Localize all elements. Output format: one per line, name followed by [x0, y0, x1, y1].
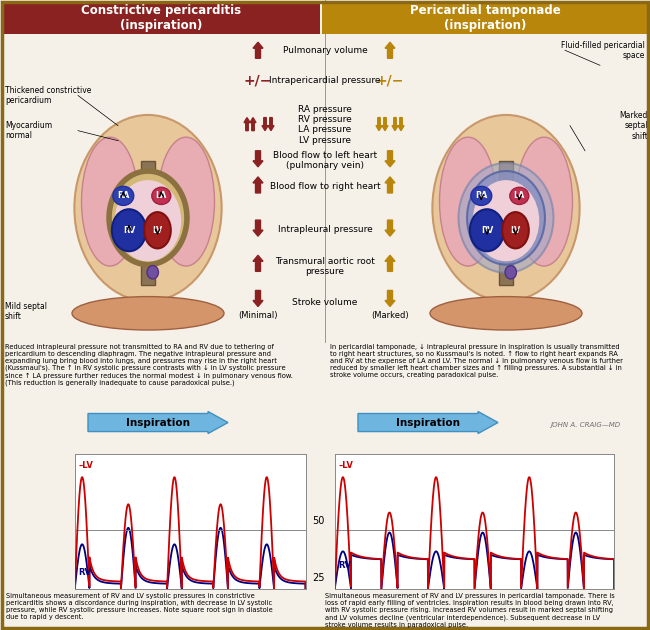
Ellipse shape [430, 297, 582, 330]
Text: Reduced intrapleural pressure not transmitted to RA and RV due to tethering of
p: Reduced intrapleural pressure not transm… [5, 344, 293, 386]
Text: Intrapleural pressure: Intrapleural pressure [278, 225, 372, 234]
Text: +/−: +/− [376, 74, 404, 88]
Ellipse shape [113, 186, 134, 205]
FancyArrow shape [253, 151, 263, 167]
Text: Pulmonary volume: Pulmonary volume [283, 46, 367, 55]
FancyArrow shape [385, 220, 395, 236]
Ellipse shape [505, 266, 517, 279]
Ellipse shape [81, 137, 138, 266]
FancyArrow shape [88, 411, 228, 433]
Ellipse shape [147, 266, 159, 279]
FancyArrow shape [385, 151, 395, 167]
Ellipse shape [144, 212, 171, 248]
Text: Intrapericardial pressure: Intrapericardial pressure [269, 76, 381, 85]
FancyArrow shape [268, 118, 274, 130]
Text: (Minimal): (Minimal) [239, 311, 278, 319]
Text: –LV: –LV [79, 461, 94, 470]
Text: RA: RA [475, 192, 488, 200]
Ellipse shape [432, 115, 580, 301]
Ellipse shape [510, 187, 529, 205]
Ellipse shape [502, 212, 529, 248]
Text: Inspiration: Inspiration [396, 418, 460, 428]
Text: Simultaneous measurement of RV and LV pressures in pericardial tamponade. There : Simultaneous measurement of RV and LV pr… [325, 593, 615, 628]
Bar [2, 2, 320, 34]
FancyArrow shape [385, 290, 395, 307]
FancyArrow shape [382, 118, 388, 130]
Text: Myocardium
normal: Myocardium normal [5, 121, 52, 140]
Text: +/−: +/− [244, 74, 272, 88]
Ellipse shape [157, 137, 214, 266]
FancyArrow shape [385, 255, 395, 272]
Text: JOHN A. CRAIG—MD: JOHN A. CRAIG—MD [550, 421, 620, 428]
Text: Thickened constrictive
pericardium: Thickened constrictive pericardium [5, 86, 92, 105]
Text: Stroke volume: Stroke volume [292, 298, 358, 307]
Bar [322, 2, 648, 34]
Text: RV: RV [481, 226, 493, 235]
FancyArrow shape [398, 118, 404, 130]
FancyArrow shape [250, 118, 256, 130]
FancyArrow shape [253, 220, 263, 236]
Text: LA: LA [514, 192, 525, 200]
Ellipse shape [109, 171, 187, 265]
Ellipse shape [74, 115, 222, 301]
FancyArrow shape [376, 118, 382, 130]
Text: Constrictive pericarditis
(inspiration): Constrictive pericarditis (inspiration) [81, 4, 241, 32]
Text: RV: RV [123, 226, 135, 235]
Text: Mild septal
shift: Mild septal shift [5, 302, 47, 321]
Bar [499, 161, 513, 285]
FancyArrow shape [385, 42, 395, 59]
Text: LV: LV [152, 226, 162, 235]
Text: Marked
septal
shift: Marked septal shift [619, 111, 648, 140]
Ellipse shape [72, 297, 224, 330]
Ellipse shape [112, 209, 146, 251]
Text: LV: LV [510, 226, 521, 235]
FancyArrow shape [253, 255, 263, 272]
Text: RV: RV [79, 568, 92, 577]
FancyArrow shape [262, 118, 268, 130]
Text: 25: 25 [312, 573, 325, 583]
Text: Inspiration: Inspiration [126, 418, 190, 428]
Text: RA: RA [117, 192, 129, 200]
Text: Fluid-filled pericardial
space: Fluid-filled pericardial space [561, 40, 645, 60]
Bar [141, 161, 155, 285]
FancyArrow shape [253, 42, 263, 59]
Ellipse shape [115, 180, 181, 261]
Ellipse shape [152, 187, 171, 205]
Ellipse shape [471, 186, 492, 205]
Text: Simultaneous measurement of RV and LV systolic pressures in constrictive
pericar: Simultaneous measurement of RV and LV sy… [6, 593, 273, 621]
Text: –LV: –LV [339, 461, 354, 470]
FancyArrow shape [253, 177, 263, 193]
Text: RV: RV [339, 561, 352, 570]
Text: (Marked): (Marked) [371, 311, 409, 319]
Ellipse shape [470, 209, 504, 251]
Ellipse shape [515, 137, 573, 266]
Ellipse shape [467, 171, 545, 265]
Text: Blood flow to left heart
(pulmonary vein): Blood flow to left heart (pulmonary vein… [273, 151, 377, 171]
Ellipse shape [439, 137, 497, 266]
Text: Pericardial tamponade
(inspiration): Pericardial tamponade (inspiration) [410, 4, 560, 32]
FancyArrow shape [385, 177, 395, 193]
Text: Transmural aortic root
pressure: Transmural aortic root pressure [275, 256, 375, 276]
Text: LA: LA [155, 192, 167, 200]
Text: RA pressure
RV pressure
LA pressure
LV pressure: RA pressure RV pressure LA pressure LV p… [298, 105, 352, 145]
Ellipse shape [458, 163, 554, 273]
FancyArrow shape [392, 118, 398, 130]
FancyArrow shape [244, 118, 250, 130]
Text: 50: 50 [312, 516, 325, 526]
Text: Blood flow to right heart: Blood flow to right heart [270, 183, 380, 192]
FancyArrow shape [358, 411, 498, 433]
Ellipse shape [473, 180, 540, 261]
FancyArrow shape [253, 290, 263, 307]
Text: In pericardial tamponade, ↓ intrapleural pressure in inspiration is usually tran: In pericardial tamponade, ↓ intrapleural… [330, 344, 623, 378]
